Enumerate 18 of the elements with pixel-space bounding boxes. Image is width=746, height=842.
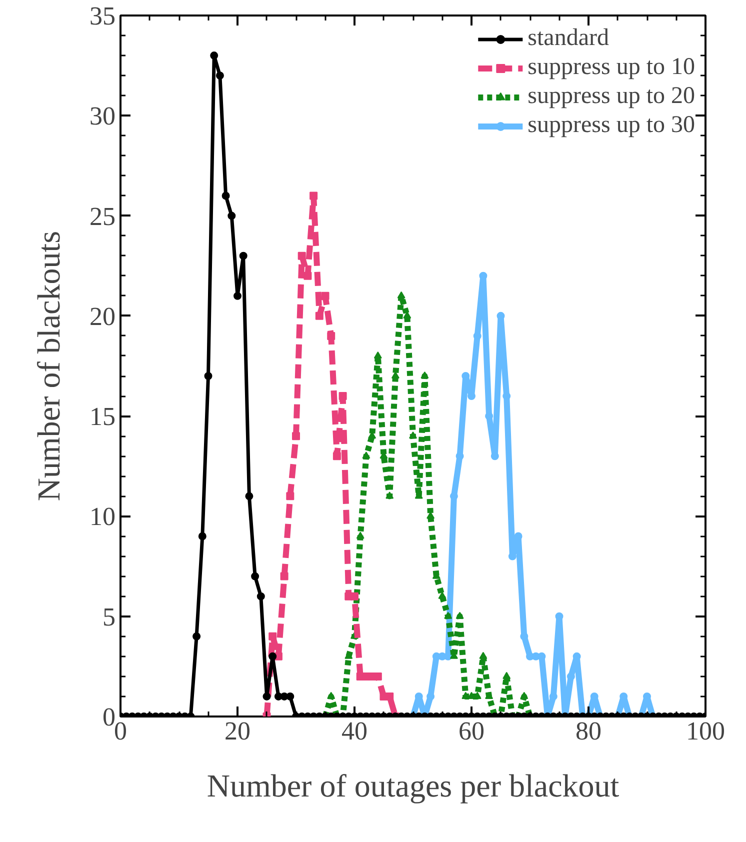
y-tick-label: 35 xyxy=(90,2,116,30)
legend-label: suppress up to 30 xyxy=(528,112,695,139)
x-tick-label: 20 xyxy=(224,716,250,746)
x-tick-label: 100 xyxy=(686,716,725,746)
legend-label: standard xyxy=(528,25,609,52)
x-axis-title: Number of outages per blackout xyxy=(206,768,620,804)
y-tick-label: 15 xyxy=(90,402,116,432)
x-tick-label: 80 xyxy=(576,716,602,746)
y-tick-label: 30 xyxy=(90,102,116,131)
legend-label: suppress up to 20 xyxy=(528,83,695,110)
x-tick-label: 60 xyxy=(458,716,484,746)
y-tick-label: 20 xyxy=(90,302,116,331)
y-tick-label: 5 xyxy=(102,602,116,632)
y-tick-label: 10 xyxy=(90,502,116,532)
y-axis-title: Number of blackouts xyxy=(30,230,66,502)
y-tick-label: 25 xyxy=(90,202,116,231)
x-tick-label: 40 xyxy=(342,716,368,746)
legend-label: suppress up to 10 xyxy=(528,54,695,81)
